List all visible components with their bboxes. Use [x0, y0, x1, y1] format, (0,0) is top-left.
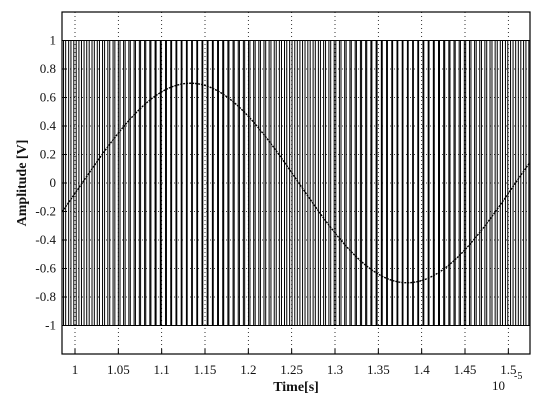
x-tick-label: 1.45	[454, 362, 477, 377]
y-tick-label: 0.6	[40, 90, 57, 105]
x-tick-label: 1.3	[327, 362, 343, 377]
sine-series	[61, 82, 531, 284]
pwm-pulses	[63, 40, 530, 326]
y-tick-labels: 1 0.8 0.6 0.4 0.2 0 -0.2 -0.4 -0.6 -0.8 -1	[35, 33, 56, 333]
x-exponent-power: -5	[514, 371, 522, 382]
x-tick-label: 1.25	[280, 362, 303, 377]
y-tick-label: 0.2	[40, 147, 56, 162]
y-tick-label: 0.8	[40, 61, 56, 76]
x-tick-label: 1.2	[240, 362, 256, 377]
x-tick-label: 1	[72, 362, 79, 377]
x-tick-label: 1.05	[107, 362, 130, 377]
x-tick-label: 1.35	[367, 362, 390, 377]
x-tick-label: 1.5	[500, 362, 516, 377]
y-tick-label: 0.4	[40, 118, 57, 133]
plot-area	[61, 11, 531, 355]
y-tick-label: -0.6	[35, 261, 56, 276]
x-axis-label: Time[s]	[273, 380, 319, 395]
y-tick-label: 0	[50, 175, 57, 190]
y-axis-label: Amplitude [V]	[15, 140, 30, 227]
x-tick-label: 1.1	[154, 362, 170, 377]
y-tick-label: -0.2	[35, 204, 56, 219]
y-tick-label: -0.4	[35, 232, 56, 247]
y-tick-label: -0.8	[35, 289, 56, 304]
x-tick-label: 1.4	[414, 362, 431, 377]
x-tick-label: 1.15	[194, 362, 217, 377]
x-tick-labels: 1 1.05 1.1 1.15 1.2 1.25 1.3 1.35 1.4 1.45 1.5	[72, 362, 517, 377]
y-tick-label: -1	[45, 318, 56, 333]
y-tick-label: 1	[50, 33, 57, 48]
pwm-series	[62, 40, 530, 326]
x-exponent-base: 10	[492, 378, 505, 393]
